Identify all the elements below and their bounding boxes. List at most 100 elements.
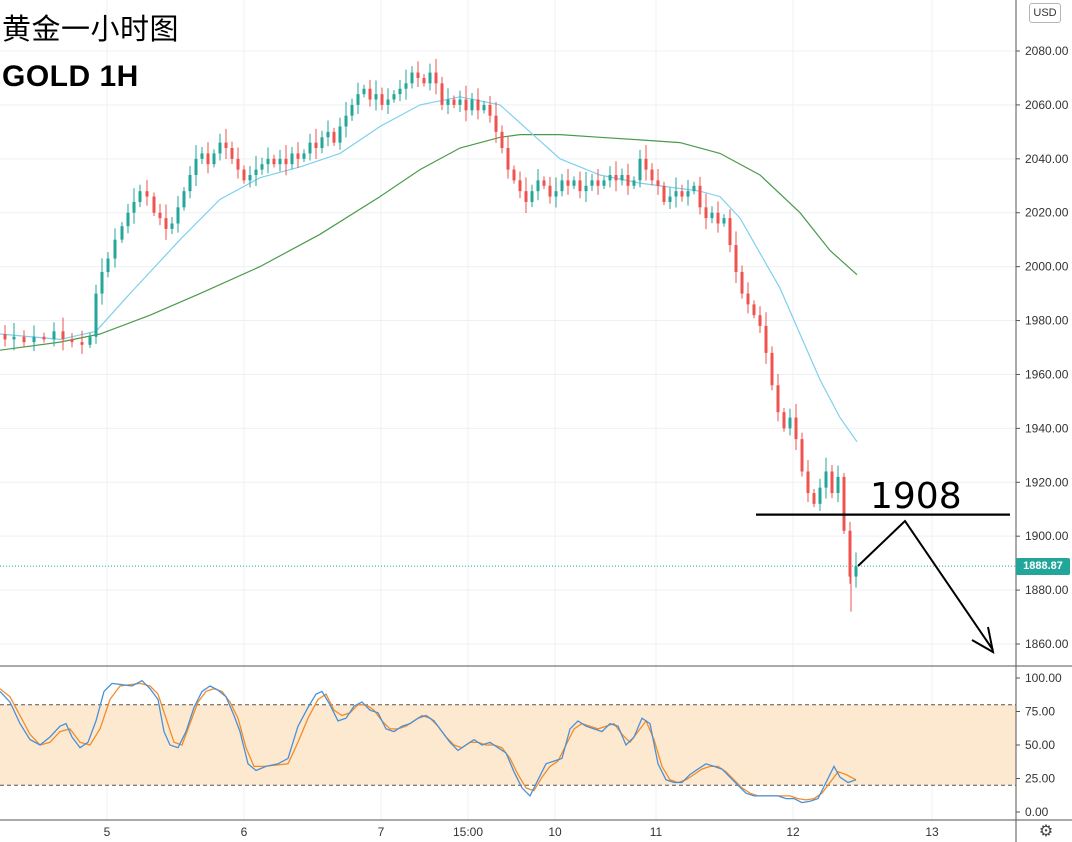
- candle-body: [326, 131, 330, 138]
- candle-body: [806, 471, 810, 494]
- candle-body: [848, 530, 852, 577]
- candle-body: [106, 258, 110, 273]
- candle-body: [94, 293, 98, 337]
- candle-body: [800, 439, 804, 472]
- candle-body: [578, 180, 582, 192]
- candle-body: [290, 153, 294, 165]
- candle-body: [212, 153, 216, 165]
- level-annotation-label: 1908: [870, 476, 962, 517]
- candle-body: [428, 72, 432, 84]
- candle-body: [188, 174, 192, 192]
- projection-arrow: [857, 519, 994, 651]
- candle-body: [42, 336, 46, 340]
- candle-body: [52, 331, 56, 340]
- candle-body: [842, 476, 846, 531]
- last-price-tag: 1888.87: [1016, 558, 1070, 575]
- candle-body: [434, 72, 438, 84]
- ma-fast-line: [0, 96, 858, 443]
- candle-body: [488, 104, 492, 116]
- candle-body: [824, 471, 828, 488]
- candle-body: [170, 223, 174, 229]
- candle-body: [764, 325, 768, 353]
- stoch-d-line: [0, 682, 857, 801]
- candle-body: [266, 158, 270, 165]
- candle-body: [230, 148, 234, 159]
- candle-body: [392, 94, 396, 100]
- candle-body: [698, 185, 702, 208]
- candle-body: [596, 180, 600, 186]
- candle-body: [614, 174, 618, 181]
- candle-body: [458, 99, 462, 105]
- candle-body: [218, 142, 222, 154]
- projection-arrowhead: [971, 626, 995, 654]
- candle-body: [674, 191, 678, 197]
- stoch-overbought-oversold-band: [0, 704, 1016, 786]
- candle-body: [248, 174, 252, 181]
- candle-body: [776, 385, 780, 413]
- candle-body: [314, 142, 318, 149]
- candle-body: [482, 104, 486, 111]
- candle-body: [476, 99, 480, 111]
- candle-body: [566, 180, 570, 186]
- candle-body: [242, 169, 246, 181]
- candle-body: [536, 180, 540, 192]
- price-tick-label: 2040.00: [1025, 152, 1069, 166]
- time-tick-label: 13: [925, 825, 939, 839]
- candle-body: [530, 191, 534, 202]
- candle-body: [446, 99, 450, 105]
- currency-button[interactable]: USD: [1029, 3, 1061, 23]
- candle-body: [386, 99, 390, 105]
- candle-body: [632, 180, 636, 186]
- candle-body: [782, 412, 786, 429]
- candle-body: [206, 153, 210, 165]
- candle-body: [332, 131, 336, 143]
- candle-body: [164, 218, 168, 229]
- settings-gear-icon[interactable]: ⚙: [1038, 821, 1054, 840]
- candle-body: [464, 99, 468, 111]
- candle-body: [302, 153, 306, 159]
- price-tick-label: 2020.00: [1025, 206, 1069, 220]
- price-tick-label: 2000.00: [1025, 260, 1069, 274]
- price-tick-label: 1940.00: [1025, 421, 1069, 435]
- candle-body: [272, 158, 276, 165]
- candle-body: [854, 566, 858, 577]
- candle-body: [308, 142, 312, 154]
- candle-body: [746, 293, 750, 305]
- stochastic-band: [0, 704, 1016, 786]
- candle-body: [320, 137, 324, 149]
- candle-body: [338, 126, 342, 143]
- candle-body: [404, 83, 408, 89]
- candle-body: [572, 180, 576, 186]
- candle-body: [368, 88, 372, 100]
- stoch-tick-label: 50.00: [1025, 738, 1055, 752]
- candle-body: [22, 336, 26, 343]
- candle-body: [132, 201, 136, 213]
- chart-title-en: GOLD 1H: [2, 60, 139, 93]
- candle-body: [32, 336, 36, 343]
- candle-body: [758, 315, 762, 326]
- candle-body: [818, 487, 822, 504]
- time-tick-label: 12: [786, 825, 800, 839]
- candle-body: [398, 88, 402, 95]
- annotations: [756, 513, 1010, 654]
- candle-body: [350, 104, 354, 116]
- candle-body: [554, 191, 558, 197]
- candle-body: [650, 169, 654, 181]
- candle-body: [722, 218, 726, 224]
- candle-body: [770, 352, 774, 386]
- candle-body: [278, 158, 282, 165]
- candle-body: [176, 207, 180, 224]
- candle-body: [356, 94, 360, 105]
- candle-body: [416, 72, 420, 78]
- candle-body: [704, 207, 708, 219]
- price-tick-label: 1980.00: [1025, 314, 1069, 328]
- candle-body: [254, 169, 258, 175]
- candle-body: [100, 272, 104, 294]
- candle-body: [113, 239, 117, 259]
- candle-body: [145, 191, 149, 197]
- price-tick-label: 2080.00: [1025, 44, 1069, 58]
- candlesticks: [3, 58, 858, 612]
